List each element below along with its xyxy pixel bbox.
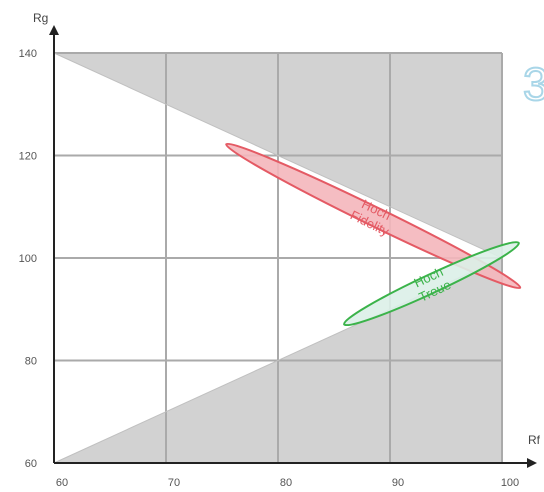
- x-axis-arrow-icon: [527, 458, 537, 468]
- region-ellipse-2: [343, 241, 520, 327]
- y-axis-arrow-icon: [49, 25, 59, 35]
- x-tick-label-60: 60: [56, 477, 68, 489]
- y-tick-label-60: 60: [25, 458, 37, 470]
- partial-title-glyph: 3: [523, 58, 544, 110]
- x-tick-label-90: 90: [392, 477, 404, 489]
- tick-labels: 60 70 80 90 100 60 80 100 120 140: [19, 48, 520, 489]
- y-tick-label-100: 100: [19, 253, 37, 265]
- region-ellipse-1: [225, 142, 522, 290]
- axes: [49, 25, 537, 468]
- x-tick-label-70: 70: [168, 477, 180, 489]
- y-axis-label: Rg: [33, 11, 48, 25]
- y-tick-label-120: 120: [19, 151, 37, 163]
- y-tick-label-80: 80: [25, 356, 37, 368]
- x-tick-label-80: 80: [280, 477, 292, 489]
- y-tick-label-140: 140: [19, 48, 37, 60]
- x-tick-label-100: 100: [501, 477, 519, 489]
- x-axis-label: Rf: [528, 433, 541, 447]
